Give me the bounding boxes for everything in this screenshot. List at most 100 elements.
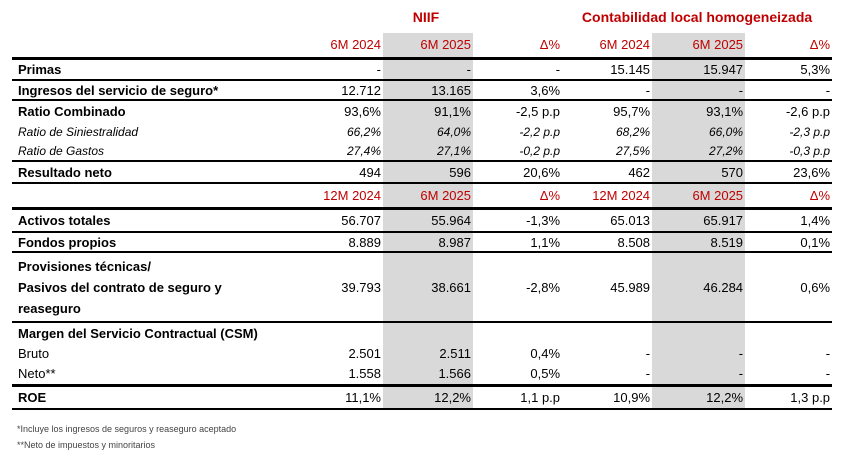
cell-value: 46.284 [652,251,746,322]
cell-value: 64,0% [383,122,473,142]
row-label-line: Ratio de Gastos [18,144,105,158]
cell-value: 12,2% [652,383,746,410]
cell-value [290,321,383,343]
empty-cell [12,183,290,210]
column-header: Δ% [539,37,561,53]
table-row: Provisiones técnicas/Pasivos del contrat… [12,251,833,322]
empty-cell [12,0,290,33]
cell-value: - [473,56,563,80]
cell-value: - [290,56,383,80]
cell-value [473,321,563,343]
cell-value: - [645,366,651,382]
cell-value: 68,2% [616,125,651,139]
cell-value: 66,0% [652,122,746,142]
column-header: 6M 2025 [652,183,746,210]
cell-value: 8.508 [562,231,653,252]
table-row: Bruto 2.501 2.511 0,4% - - - [12,343,832,364]
cell-value: 65.013 [610,212,651,228]
cell-value: 93,1% [652,99,746,122]
cell-value: 5,3% [745,56,833,80]
row-label: Ratio de Siniestralidad [12,122,290,142]
row-label-line: Margen del Servicio Contractual (CSM) [18,325,258,341]
column-header: 6M 2024 [330,37,381,53]
cell-value: - [652,364,746,385]
cell-value [383,321,473,343]
cell-value: 1,3 p.p [745,383,833,410]
cell-value: 93,6% [290,99,383,122]
cell-value: 0,1% [745,231,833,252]
group-header-local: Contabilidad local homogeneizada [581,8,813,25]
row-label: Ingresos del servicio de seguro* [12,79,290,100]
table-row: Neto** 1.558 1.566 0,5% - - - [12,364,832,385]
row-label: Bruto [12,343,290,364]
cell-value: 91,1% [383,99,473,122]
cell-value: 15.947 [652,56,746,80]
column-header: Δ% [745,183,833,210]
empty-cell [12,33,290,58]
row-label-line: Primas [18,61,62,77]
cell-value: -2,2 p.p [519,125,561,139]
table-row: Primas - - -15.145 15.947 5,3% [12,56,833,80]
table-row: Ratio de Siniestralidad 66,2% 64,0% -2,2 p.… [12,122,832,142]
cell-value: - [825,346,831,361]
cell-value: 45.989 [562,251,653,322]
table-row: 6M 2024 6M 2025 Δ% 6M 2024 6M 2025 Δ% [12,33,832,58]
column-header: 6M 2024 [599,37,651,53]
row-label: Primas [12,56,290,80]
cell-value: 1,1 p.p [473,383,563,410]
table-row: Margen del Servicio Contractual (CSM) [12,321,833,343]
cell-value: 0,5% [530,366,561,382]
cell-value: - [645,346,651,361]
cell-value: 3,6% [473,79,563,100]
row-label: Fondos propios [12,231,290,252]
group-header-niif: NIIF [412,8,440,25]
row-label-line: ROE [18,389,47,405]
row-label-line: Ingresos del servicio de seguro* [18,82,219,98]
cell-value: 13.165 [383,79,473,100]
row-label-line: Pasivos del contrato de seguro y [18,279,222,295]
footnote-1: *Incluye los ingresos de seguros y rease… [17,424,237,434]
cell-value: -0,3 p.p [789,144,831,158]
column-header: 12M 2024 [290,183,383,210]
column-header: 12M 2024 [562,183,653,210]
cell-value: 27,4% [346,144,381,158]
row-label-line: Ratio Combinado [18,104,126,119]
cell-value: 27,1% [383,142,473,161]
row-label-line: reaseguro [18,300,81,316]
row-label-line: Ratio de Siniestralidad [18,125,139,139]
cell-value: 8.987 [383,231,473,252]
row-label-line: Resultado neto [18,164,112,180]
cell-value: 23,6% [745,160,833,184]
cell-value: -2,5 p.p [473,99,563,122]
cell-value: 11,1% [290,383,383,410]
cell-value: - [562,79,653,100]
cell-value: 1,1% [473,231,563,252]
cell-value: 56.707 [341,212,381,228]
column-header: 6M 2025 [383,183,473,210]
row-label: ROE [12,383,290,410]
cell-value: -2,8% [473,251,563,322]
table-row: Ratio Combinado 93,6% 91,1% -2,5 p.p 95,7% 93… [12,99,833,122]
cell-value: -2,3 p.p [789,125,831,139]
cell-value: -1,3% [526,212,561,228]
cell-value: 65.917 [652,208,746,232]
table-row: Fondos propios 8.889 8.987 1,1% 8.508 8.519 0,… [12,231,833,252]
cell-value: 8.519 [652,231,746,252]
cell-value: 10,9% [562,383,653,410]
row-label-line: Provisiones técnicas/ [18,258,151,274]
table-row: Activos totales 56.707 55.964 -1,3% 65.013 65… [12,208,832,232]
cell-value: 0,6% [745,251,833,322]
table-row: Resultado neto 494 596 20,6% 462 570 23,6% [12,160,833,184]
row-label-line: Neto** [18,366,56,382]
financial-summary-table: NIIF Contabilidad local homogeneizada 6M 2… [12,0,833,410]
cell-value [652,321,746,343]
cell-value: 95,7% [562,99,653,122]
cell-value: 8.889 [290,231,383,252]
row-label: Resultado neto [12,160,290,184]
cell-value: 494 [290,160,383,184]
row-label: Margen del Servicio Contractual (CSM) [12,321,290,343]
row-label: Ratio de Gastos [12,142,290,161]
cell-value: 38.661 [383,251,473,322]
row-label: Neto** [12,364,290,385]
row-label: Provisiones técnicas/Pasivos del contrat… [12,251,290,322]
